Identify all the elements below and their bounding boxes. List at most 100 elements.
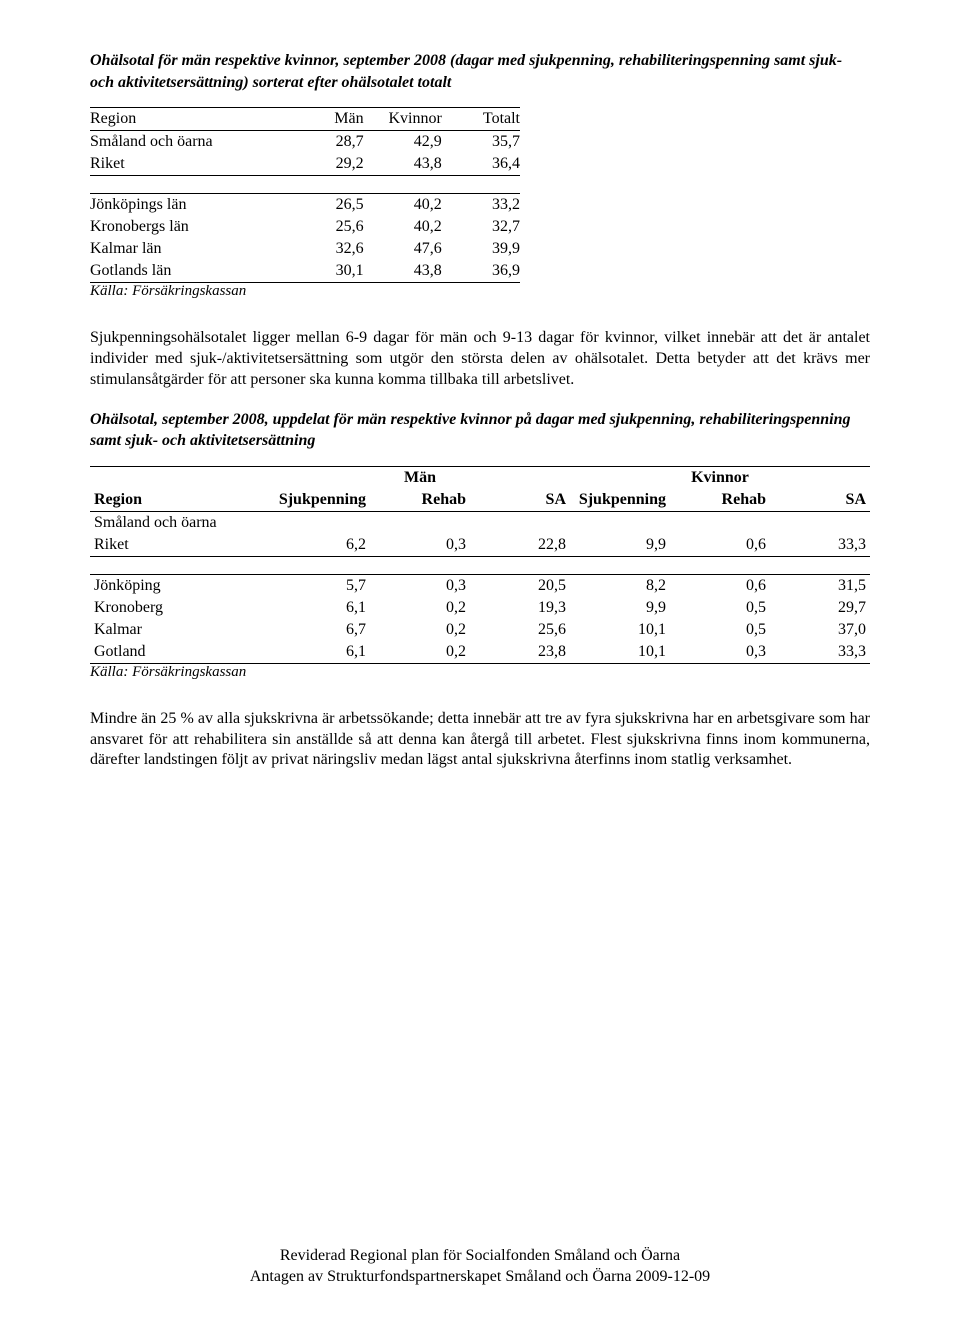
cell: 0,3: [670, 641, 770, 664]
cell: 0,2: [370, 619, 470, 641]
cell: 20,5: [470, 574, 570, 597]
cell-tot: 32,7: [442, 216, 520, 238]
table2: Män Kvinnor Region Sjukpenning Rehab SA …: [90, 466, 870, 664]
table1-header-row: Region Män Kvinnor Totalt: [90, 108, 520, 131]
cell-kv: 43,8: [364, 260, 442, 283]
cell-kv: 40,2: [364, 216, 442, 238]
table2-source: Källa: Försäkringskassan: [90, 664, 870, 681]
cell: 0,5: [670, 619, 770, 641]
cell-kv: 47,6: [364, 238, 442, 260]
cell-region: Småland och öarna: [90, 131, 285, 154]
table2-header-row: Region Sjukpenning Rehab SA Sjukpenning …: [90, 489, 870, 512]
cell: 0,6: [670, 574, 770, 597]
th-man: Män: [285, 108, 363, 131]
cell: 0,2: [370, 641, 470, 664]
cell: 6,1: [270, 641, 370, 664]
cell: 23,8: [470, 641, 570, 664]
cell: 19,3: [470, 597, 570, 619]
th-totalt: Totalt: [442, 108, 520, 131]
cell: 0,3: [370, 574, 470, 597]
table1-row: Jönköpings län 26,5 40,2 33,2: [90, 194, 520, 217]
cell: 6,1: [270, 597, 370, 619]
table2-row: Kronoberg 6,1 0,2 19,3 9,9 0,5 29,7: [90, 597, 870, 619]
cell-region: Kalmar: [90, 619, 270, 641]
table1-row: Riket 29,2 43,8 36,4: [90, 153, 520, 176]
th-sjukpenning: Sjukpenning: [270, 489, 370, 512]
footer-line-1: Reviderad Regional plan för Socialfonden…: [0, 1246, 960, 1267]
cell-region: Kronoberg: [90, 597, 270, 619]
cell: 6,2: [270, 534, 370, 557]
th-kvinnor: Kvinnor: [364, 108, 442, 131]
cell-tot: 36,4: [442, 153, 520, 176]
cell: 10,1: [570, 641, 670, 664]
cell-region: Gotland: [90, 641, 270, 664]
table1-row: Småland och öarna 28,7 42,9 35,7: [90, 131, 520, 154]
cell-region: Riket: [90, 153, 285, 176]
cell: 10,1: [570, 619, 670, 641]
cell-tot: 36,9: [442, 260, 520, 283]
cell: 22,8: [470, 534, 570, 557]
cell: 9,9: [570, 534, 670, 557]
table2-row: Jönköping 5,7 0,3 20,5 8,2 0,6 31,5: [90, 574, 870, 597]
cell: 33,3: [770, 534, 870, 557]
table2-row: Kalmar 6,7 0,2 25,6 10,1 0,5 37,0: [90, 619, 870, 641]
table2-title: Ohälsotal, september 2008, uppdelat för …: [90, 409, 870, 452]
cell: 0,6: [670, 534, 770, 557]
cell-region: Jönköpings län: [90, 194, 285, 217]
spacer-row: [90, 556, 870, 574]
cell: 31,5: [770, 574, 870, 597]
th-region: Region: [90, 108, 285, 131]
cell: [670, 511, 770, 534]
table2-row: Småland och öarna: [90, 511, 870, 534]
cell-region: Jönköping: [90, 574, 270, 597]
table2-row: Gotland 6,1 0,2 23,8 10,1 0,3 33,3: [90, 641, 870, 664]
cell-region: Riket: [90, 534, 270, 557]
th-rehab: Rehab: [670, 489, 770, 512]
footer-line-2: Antagen av Strukturfondspartnerskapet Sm…: [0, 1267, 960, 1288]
cell: [270, 511, 370, 534]
th-sa: SA: [770, 489, 870, 512]
th-sjukpenning: Sjukpenning: [570, 489, 670, 512]
table1-row: Kalmar län 32,6 47,6 39,9: [90, 238, 520, 260]
spacer-row: [90, 176, 520, 194]
cell: [470, 511, 570, 534]
table1-row: Kronobergs län 25,6 40,2 32,7: [90, 216, 520, 238]
cell-tot: 39,9: [442, 238, 520, 260]
table2-row: Riket 6,2 0,3 22,8 9,9 0,6 33,3: [90, 534, 870, 557]
th-group-kvinnor: Kvinnor: [570, 466, 870, 489]
cell-kv: 42,9: [364, 131, 442, 154]
cell-region: Kalmar län: [90, 238, 285, 260]
paragraph-2: Mindre än 25 % av alla sjukskrivna är ar…: [90, 709, 870, 771]
cell: 0,3: [370, 534, 470, 557]
table1: Region Män Kvinnor Totalt Småland och öa…: [90, 107, 520, 283]
cell: 25,6: [470, 619, 570, 641]
cell: [370, 511, 470, 534]
paragraph-1: Sjukpenningsohälsotalet ligger mellan 6-…: [90, 328, 870, 390]
cell-tot: 33,2: [442, 194, 520, 217]
cell: 5,7: [270, 574, 370, 597]
cell-tot: 35,7: [442, 131, 520, 154]
cell-region: Gotlands län: [90, 260, 285, 283]
table1-source: Källa: Försäkringskassan: [90, 283, 870, 300]
cell-kv: 43,8: [364, 153, 442, 176]
page-footer: Reviderad Regional plan för Socialfonden…: [0, 1246, 960, 1288]
th-group-man: Män: [270, 466, 570, 489]
cell: [770, 511, 870, 534]
cell-man: 25,6: [285, 216, 363, 238]
cell-man: 28,7: [285, 131, 363, 154]
cell: 9,9: [570, 597, 670, 619]
th-rehab: Rehab: [370, 489, 470, 512]
cell-region: Kronobergs län: [90, 216, 285, 238]
cell: 6,7: [270, 619, 370, 641]
table2-group-row: Män Kvinnor: [90, 466, 870, 489]
cell-region: Småland och öarna: [90, 511, 270, 534]
th-region: Region: [90, 489, 270, 512]
cell: 37,0: [770, 619, 870, 641]
cell-man: 26,5: [285, 194, 363, 217]
cell: 8,2: [570, 574, 670, 597]
cell: 29,7: [770, 597, 870, 619]
table1-row: Gotlands län 30,1 43,8 36,9: [90, 260, 520, 283]
cell: 0,2: [370, 597, 470, 619]
cell: [570, 511, 670, 534]
th-sa: SA: [470, 489, 570, 512]
